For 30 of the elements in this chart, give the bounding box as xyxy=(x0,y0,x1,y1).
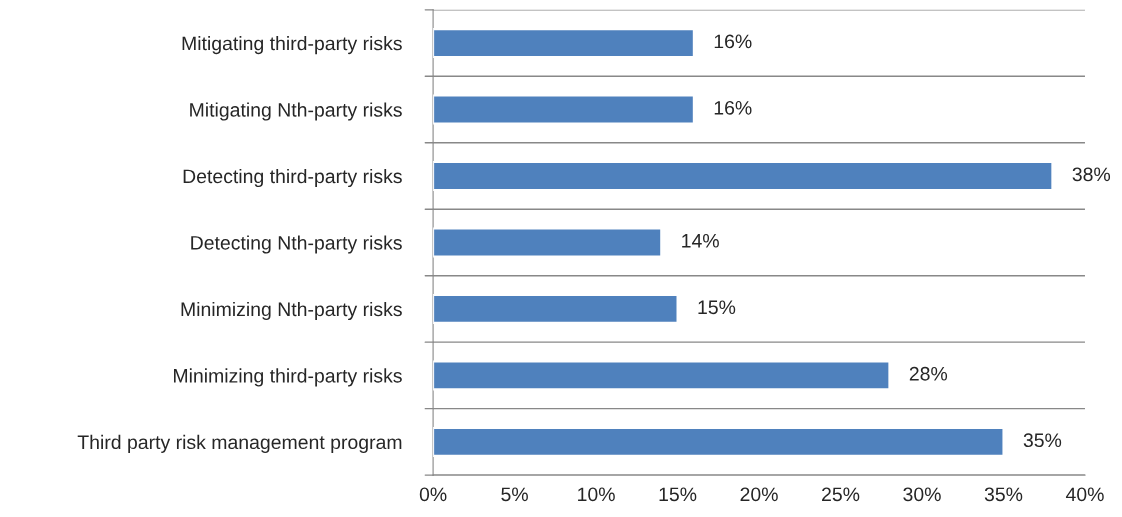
data-label: 28% xyxy=(909,366,948,381)
data-label: 16% xyxy=(714,100,752,115)
x-tick-label: 5% xyxy=(501,487,528,502)
y-tick-label: Detecting third-party risks xyxy=(183,168,402,188)
bar xyxy=(433,360,891,391)
bar xyxy=(433,293,679,324)
y-tick-label: Mitigating third-party risks xyxy=(182,36,402,55)
x-tick-label: 15% xyxy=(659,487,697,502)
x-tick-label: 0% xyxy=(419,487,447,502)
data-label: 38% xyxy=(1072,167,1111,182)
y-tick-label: Detecting Nth-party risks xyxy=(191,235,402,254)
bar xyxy=(433,94,695,125)
x-tick-label: 25% xyxy=(822,487,860,502)
y-tick-label: Mitigating Nth-party risks xyxy=(190,102,402,121)
y-tick-label: Third party risk management program xyxy=(77,434,402,453)
x-tick-label: 10% xyxy=(578,487,615,502)
data-label: 16% xyxy=(714,34,752,49)
bar xyxy=(433,28,695,59)
y-tick-label: Minimizing Nth-party risks xyxy=(181,301,402,321)
bar xyxy=(433,161,1054,191)
x-tick-label: 40% xyxy=(1065,487,1104,502)
data-label: 15% xyxy=(698,300,736,315)
y-tick-label: Minimizing third-party risks xyxy=(174,368,402,387)
data-label: 35% xyxy=(1023,433,1062,448)
data-label: 14% xyxy=(682,234,719,248)
bar xyxy=(433,227,663,258)
x-tick-label: 20% xyxy=(740,487,778,502)
bar xyxy=(433,426,1005,457)
x-tick-label: 35% xyxy=(984,487,1023,502)
x-tick-label: 30% xyxy=(903,487,941,502)
